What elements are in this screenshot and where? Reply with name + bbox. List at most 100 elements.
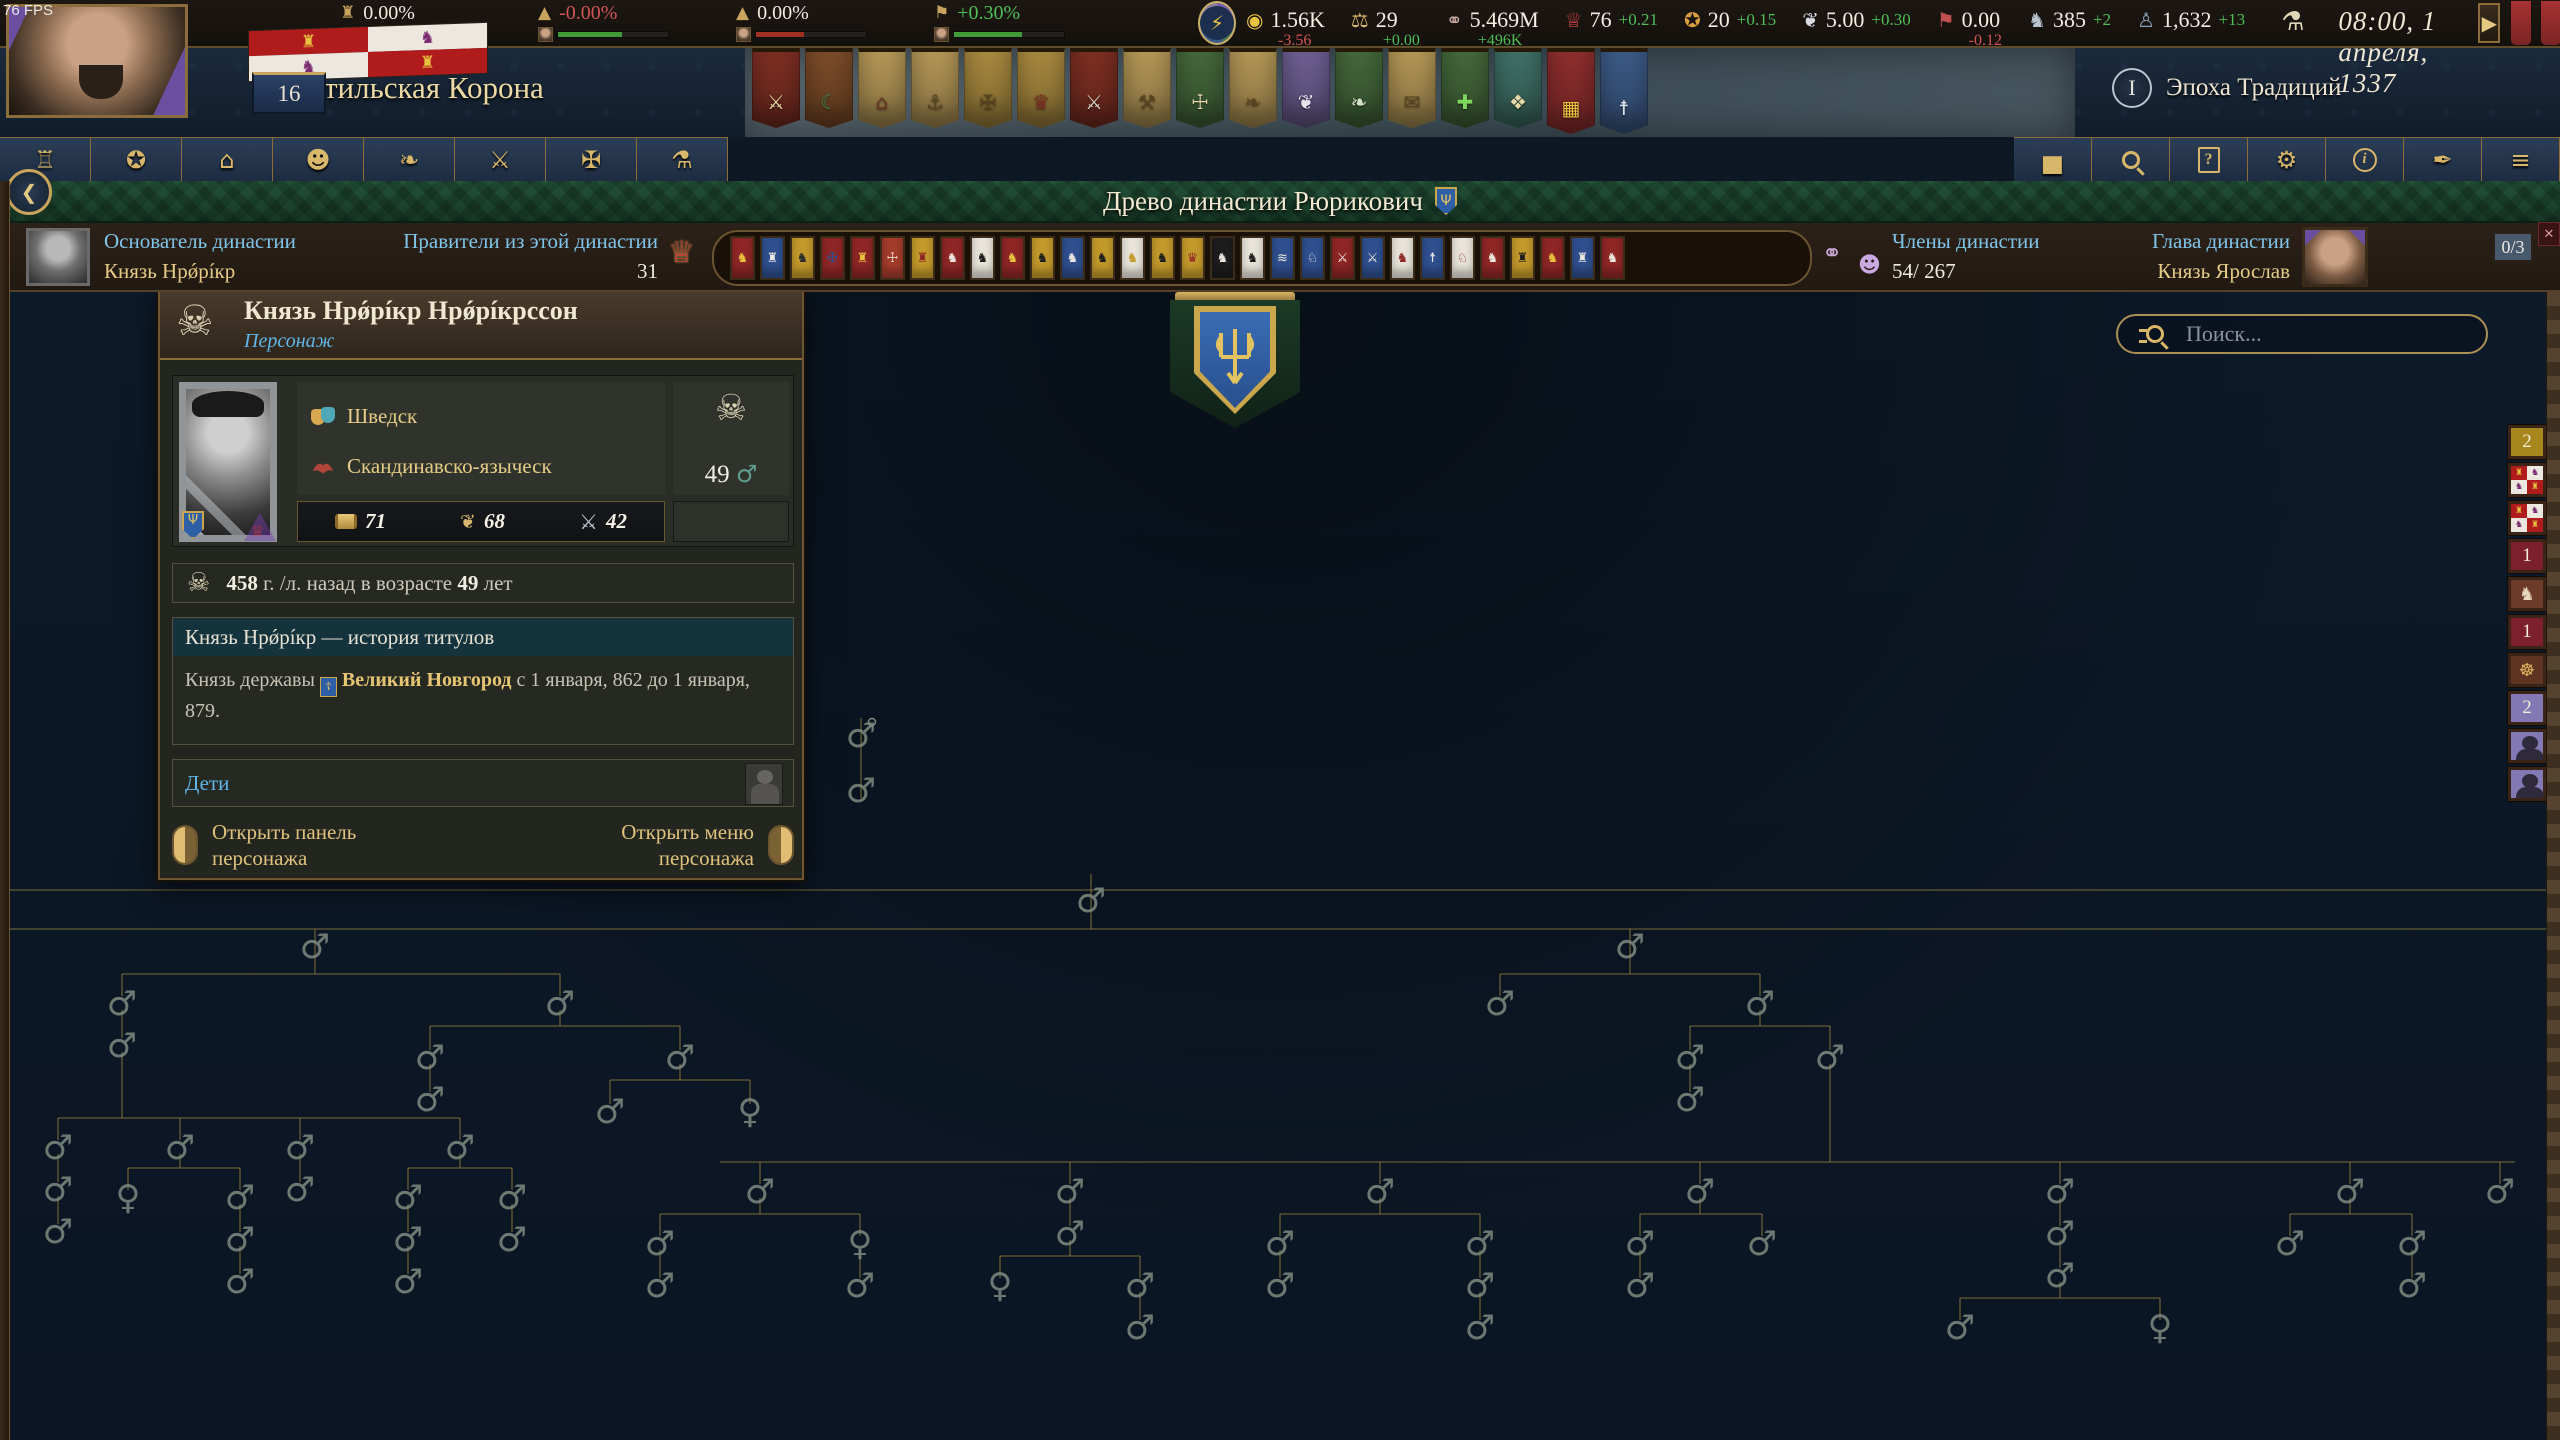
tree-node-male[interactable]: ♂	[445, 1128, 475, 1168]
indicator-camp-opinion[interactable]: ▲ -0.00%	[538, 0, 678, 46]
tree-node-male[interactable]: ♂	[2275, 1224, 2305, 1264]
resource-levies[interactable]: ♙ 1,632 +13	[2137, 0, 2245, 33]
tree-node-female[interactable]: ♀	[848, 1224, 873, 1264]
tree-node-male[interactable]: ♂	[43, 1212, 73, 1252]
open-panel-hint[interactable]: Открыть панель персонажа	[172, 818, 356, 872]
tree-node-male[interactable]: ♂	[2045, 1256, 2075, 1296]
resource-gold[interactable]: ◉ 1.56K -3.56	[1246, 0, 1325, 49]
cross-banner[interactable]: ✠	[964, 48, 1012, 128]
ruler-flag[interactable]: ♞	[940, 236, 965, 280]
dove-banner[interactable]: ❦	[1282, 48, 1330, 128]
tree-node-male[interactable]: ♂	[285, 1128, 315, 1168]
tree-node-male[interactable]: ♂	[1485, 984, 1515, 1024]
tree-node-male[interactable]: ♂	[645, 1266, 675, 1306]
resource-men-at-arms[interactable]: ♞ 385 +2	[2028, 0, 2111, 33]
ruler-flag[interactable]: ♜	[850, 236, 875, 280]
resource-population[interactable]: ⚭ 5.469M +496K	[1446, 0, 1539, 49]
tree-node-male[interactable]: ♂	[1055, 1172, 1085, 1212]
close-button[interactable]: ✕	[2538, 222, 2560, 246]
ruler-flag[interactable]: ♛	[1180, 236, 1205, 280]
tree-node-male[interactable]: ♂	[300, 927, 330, 967]
crescent-banner[interactable]: ☾	[805, 48, 853, 128]
bird-banner[interactable]: ❧	[1335, 48, 1383, 128]
ruler-flag[interactable]: ♞	[790, 236, 815, 280]
epoch-indicator[interactable]: I Эпоха Традиций	[2112, 68, 2341, 108]
speed-bar-1[interactable]	[2510, 0, 2533, 46]
ruler-flag[interactable]: ≋	[1270, 236, 1295, 280]
tree-node-male[interactable]: ♂	[497, 1178, 527, 1218]
ruler-flag[interactable]: ♞	[1120, 236, 1145, 280]
crown-banner[interactable]: ♛	[1017, 48, 1065, 128]
ruler-flag[interactable]: ♞	[970, 236, 995, 280]
toolbar-diplomacy-button[interactable]: ❧	[364, 137, 455, 181]
ruler-flag[interactable]: ♘	[1450, 236, 1475, 280]
war-banner[interactable]: ⚔	[752, 48, 800, 128]
tree-node-male[interactable]: ♂	[846, 716, 876, 756]
tree-node-male[interactable]: ♂	[1265, 1224, 1295, 1264]
ruler-flag[interactable]: ♜	[1570, 236, 1595, 280]
resource-piety[interactable]: ✪ 20 +0.15	[1684, 0, 1776, 33]
indicator-banner-opinion[interactable]: ⚑ +0.30%	[934, 0, 1074, 46]
tree-node-male[interactable]: ♂	[2335, 1172, 2365, 1212]
founder-name[interactable]: Князь Нрǿрíкр	[104, 259, 236, 283]
marker-icon-badge[interactable]: ♞	[2508, 577, 2546, 611]
tree-node-male[interactable]: ♂	[43, 1170, 73, 1210]
toolbar-treasury-button[interactable]: ✪	[91, 137, 182, 181]
tree-node-male[interactable]: ♂	[665, 1038, 695, 1078]
tree-node-male[interactable]: ♂	[2397, 1224, 2427, 1264]
marker-icon-badge[interactable]: ☸	[2508, 653, 2546, 687]
toolbar-log-button[interactable]: ✒	[2404, 137, 2482, 181]
tree-node-male[interactable]: ♂	[285, 1170, 315, 1210]
speed-bar-2[interactable]	[2540, 0, 2560, 46]
tree-node-male[interactable]: ♂	[1945, 1308, 1975, 1348]
tree-node-male[interactable]: ♂	[1625, 1266, 1655, 1306]
blue-banner[interactable]: ☨	[1600, 48, 1648, 134]
tree-scrollbar[interactable]	[2546, 292, 2560, 1440]
toolbar-outliner-button[interactable]: ≡	[2482, 137, 2560, 181]
heir-count-badge[interactable]: 16	[252, 72, 326, 114]
ruler-flag[interactable]: ♞	[1240, 236, 1265, 280]
tree-node-male[interactable]: ♂	[393, 1262, 423, 1302]
speed-control[interactable]	[2510, 0, 2560, 46]
ruler-flag[interactable]: ♞	[1060, 236, 1085, 280]
tree-node-male[interactable]: ♂	[1125, 1308, 1155, 1348]
letter-banner[interactable]: ✉	[1388, 48, 1436, 128]
tree-node-male[interactable]: ♂	[2045, 1172, 2075, 1212]
ruler-flag[interactable]: ♞	[1600, 236, 1625, 280]
toolbar-search-button[interactable]	[2092, 137, 2170, 181]
search-box[interactable]	[2116, 314, 2488, 354]
tree-node-male[interactable]: ♂	[1265, 1266, 1295, 1306]
tree-node-male[interactable]: ♂	[2485, 1172, 2515, 1212]
tree-node-male[interactable]: ♂	[1076, 881, 1106, 921]
tree-node-male[interactable]: ♂	[1465, 1266, 1495, 1306]
back-button[interactable]: ❮	[6, 169, 52, 215]
marker-count-badge[interactable]: 2	[2508, 425, 2546, 459]
tree-node-male[interactable]: ♂	[1685, 1172, 1715, 1212]
tree-node-male[interactable]: ♂	[1055, 1214, 1085, 1254]
toolbar-info-button[interactable]: i	[2326, 137, 2404, 181]
legacy-count-badge[interactable]: 0/3	[2492, 231, 2534, 263]
tree-node-male[interactable]: ♂	[545, 984, 575, 1024]
toolbar-court-button[interactable]: ☻	[273, 137, 364, 181]
tree-node-male[interactable]: ♂	[645, 1224, 675, 1264]
search-input[interactable]	[2186, 321, 2466, 347]
tree-node-male[interactable]: ♂	[1625, 1224, 1655, 1264]
tree-node-male[interactable]: ♂	[497, 1220, 527, 1260]
resource-prestige[interactable]: ♕ 76 +0.21	[1565, 0, 1658, 33]
tree-node-male[interactable]: ♂	[1745, 984, 1775, 1024]
tree-node-male[interactable]: ♂	[1815, 1038, 1845, 1078]
toolbar-encyclopedia-button[interactable]: ?	[2170, 137, 2248, 181]
ruler-flag[interactable]: ♞	[1030, 236, 1055, 280]
dynasty-head-portrait[interactable]	[2302, 227, 2368, 287]
ruler-flag[interactable]: ♘	[1300, 236, 1325, 280]
ruler-flag[interactable]: ♞	[1090, 236, 1115, 280]
ruler-flag[interactable]: ♞	[1000, 236, 1025, 280]
ruler-flag[interactable]: ♞	[1210, 236, 1235, 280]
ruler-flag[interactable]: ♜	[760, 236, 785, 280]
court-artifact-emblem[interactable]: ⚗	[2281, 7, 2305, 37]
tree-node-male[interactable]: ♂	[225, 1220, 255, 1260]
plus-banner[interactable]: ✚	[1441, 48, 1489, 128]
toolbar-holdings-button[interactable]: ⌂	[182, 137, 273, 181]
resource-influence[interactable]: ⚑ 0.00 -0.12	[1937, 0, 2002, 49]
tree-node-female[interactable]: ♀	[2148, 1308, 2173, 1348]
